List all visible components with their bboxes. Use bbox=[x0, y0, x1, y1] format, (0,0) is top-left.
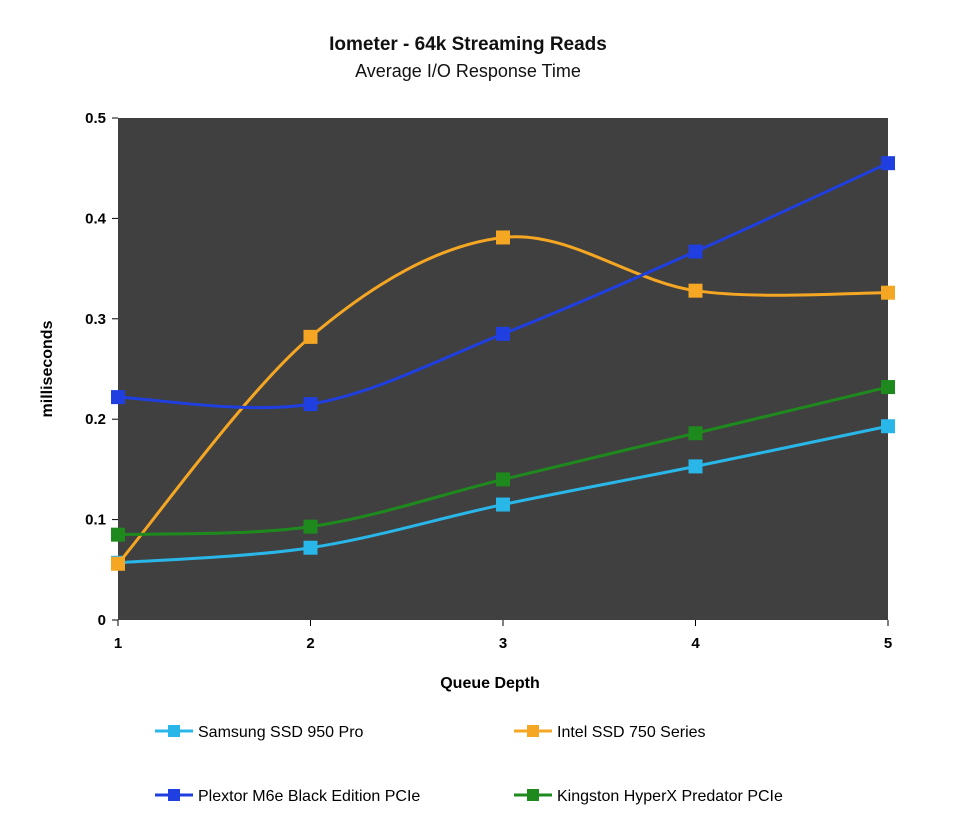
series-line bbox=[116, 235, 889, 565]
legend-marker bbox=[168, 725, 180, 737]
y-tick-label: 0.3 bbox=[85, 311, 106, 328]
y-tick-label: 0.4 bbox=[85, 210, 107, 227]
x-axis-ticks bbox=[117, 620, 889, 626]
legend-label: Intel SSD 750 Series bbox=[557, 724, 706, 741]
legend-label: Plextor M6e Black Edition PCIe bbox=[198, 788, 420, 805]
y-axis-label: milliseconds bbox=[39, 320, 56, 417]
data-point-marker bbox=[303, 329, 318, 344]
x-axis-tick-labels: 1 2 3 4 5 bbox=[114, 635, 892, 652]
data-point-marker bbox=[881, 156, 895, 171]
data-point-marker bbox=[881, 285, 895, 300]
legend-item: Samsung SSD 950 Pro bbox=[155, 724, 364, 741]
data-point-marker bbox=[496, 230, 510, 245]
x-tick-label: 2 bbox=[306, 635, 314, 652]
data-point-marker bbox=[688, 283, 703, 298]
y-axis-tick-labels: 0 0.1 0.2 0.3 0.4 0.5 bbox=[85, 110, 107, 629]
legend-marker bbox=[527, 725, 539, 737]
data-point-marker bbox=[303, 397, 318, 412]
y-axis-ticks bbox=[112, 117, 118, 621]
x-tick-label: 5 bbox=[884, 635, 892, 652]
data-point-marker bbox=[688, 426, 703, 441]
data-point-marker bbox=[688, 459, 703, 474]
data-point-marker bbox=[111, 527, 125, 542]
series-3 bbox=[111, 156, 895, 412]
x-tick-label: 1 bbox=[114, 635, 122, 652]
y-tick-label: 0.1 bbox=[85, 512, 106, 529]
data-point-marker bbox=[496, 472, 510, 487]
series-2 bbox=[111, 230, 895, 571]
chart-title: Iometer - 64k Streaming Reads bbox=[329, 34, 607, 55]
legend-label: Kingston HyperX Predator PCIe bbox=[557, 788, 783, 805]
x-axis-label: Queue Depth bbox=[440, 675, 540, 692]
legend-label: Samsung SSD 950 Pro bbox=[198, 724, 364, 741]
x-tick-label: 3 bbox=[499, 635, 507, 652]
legend-marker bbox=[168, 789, 180, 801]
legend-marker bbox=[527, 789, 539, 801]
legend-item: Plextor M6e Black Edition PCIe bbox=[155, 788, 420, 805]
y-tick-label: 0.5 bbox=[85, 110, 106, 127]
data-point-marker bbox=[303, 519, 318, 534]
legend-item: Intel SSD 750 Series bbox=[514, 724, 706, 741]
legend: Samsung SSD 950 Pro Intel SSD 750 Series P… bbox=[155, 724, 783, 805]
y-tick-label: 0 bbox=[98, 612, 106, 629]
plot-area bbox=[118, 118, 888, 620]
data-point-marker bbox=[881, 419, 895, 434]
data-point-marker bbox=[496, 497, 510, 512]
data-point-marker bbox=[111, 390, 125, 405]
data-point-marker bbox=[303, 540, 318, 555]
series-4 bbox=[111, 380, 895, 542]
legend-item: Kingston HyperX Predator PCIe bbox=[514, 788, 783, 805]
chart-subtitle: Average I/O Response Time bbox=[355, 61, 581, 81]
data-point-marker bbox=[688, 244, 703, 259]
y-tick-label: 0.2 bbox=[85, 411, 106, 428]
data-point-marker bbox=[496, 326, 510, 341]
series-layer bbox=[111, 156, 895, 571]
data-point-marker bbox=[881, 380, 895, 395]
x-tick-label: 4 bbox=[691, 635, 700, 652]
data-point-marker bbox=[111, 556, 125, 571]
